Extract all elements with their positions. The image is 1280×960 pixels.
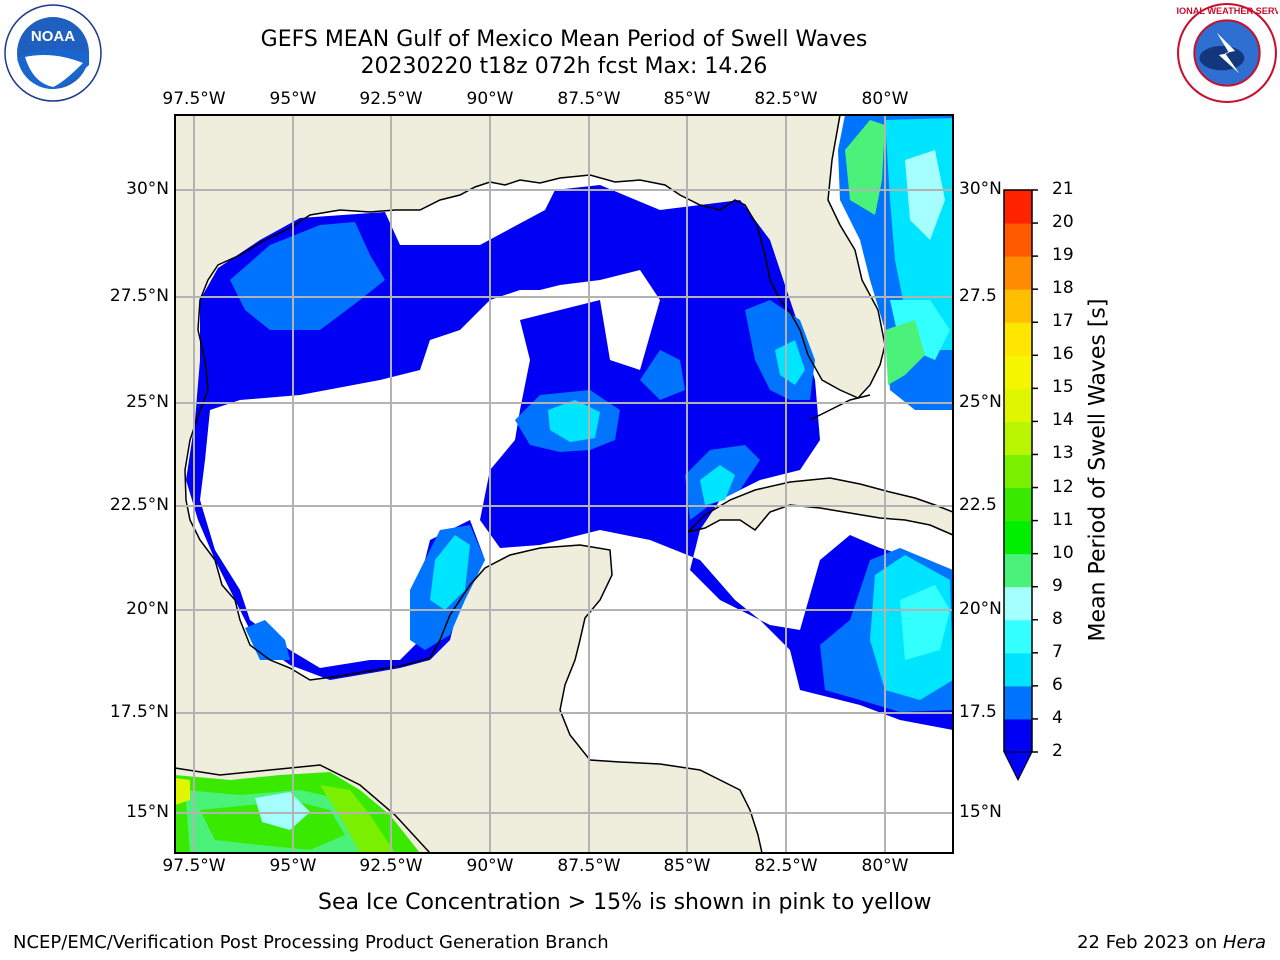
colorbar-swatch (1004, 652, 1032, 687)
lon-tick-label: 85°W (663, 89, 711, 109)
graticule (175, 115, 953, 853)
lon-tick-label: 82.5°W (754, 89, 818, 109)
lon-tick-label: 80°W (861, 89, 909, 109)
page-subtitle: 20230220 t18z 072h fcst Max: 14.26 (360, 54, 768, 79)
lon-tick-label: 90°W (466, 89, 514, 109)
lat-tick-label: 30°N (959, 179, 1002, 199)
lon-tick-label: 97.5°W (162, 89, 226, 109)
page-title: GEFS MEAN Gulf of Mexico Mean Period of … (260, 27, 868, 52)
colorbar-swatch (1004, 520, 1032, 555)
lat-tick-label: 20°N (959, 599, 1002, 619)
sea-ice-caption: Sea Ice Concentration > 15% is shown in … (318, 890, 932, 915)
colorbar-tick-label: 19 (1052, 245, 1074, 266)
footer-host: Hera (1222, 932, 1266, 953)
colorbar-tick-label: 10 (1052, 542, 1074, 563)
lon-tick-label: 90°W (466, 856, 514, 876)
colorbar-tick-label: 14 (1052, 410, 1074, 431)
footer-credit: NCEP/EMC/Verification Post Processing Pr… (13, 932, 609, 953)
colorbar-tick-label: 6 (1052, 674, 1063, 695)
colorbar-swatch (1004, 718, 1032, 753)
lat-tick-label: 25°N (959, 392, 1002, 412)
lat-tick-label: 17.5 (959, 702, 997, 722)
colorbar-swatch (1004, 619, 1032, 654)
lon-tick-label: 92.5°W (359, 856, 423, 876)
colorbar-tick-label: 15 (1052, 377, 1074, 398)
lat-tick-label: 22.5°N (109, 495, 169, 515)
colorbar-tick-label: 21 (1052, 179, 1074, 199)
lon-tick-label: 87.5°W (557, 856, 621, 876)
colorbar-tick-label: 17 (1052, 311, 1074, 332)
nws-logo-ring-text: NATIONAL WEATHER SERVICE (1176, 6, 1278, 16)
colorbar-swatch (1004, 223, 1032, 257)
noaa-logo-text: NOAA (31, 28, 75, 45)
colorbar-swatch (1004, 487, 1032, 522)
lat-tick-label: 15°N (126, 802, 169, 822)
colorbar-swatch (1004, 289, 1032, 323)
colorbar-tick-label: 2 (1052, 741, 1063, 761)
lat-tick-label: 20°N (126, 599, 169, 619)
lat-tick-label: 27.5°N (109, 286, 169, 306)
colorbar-swatch (1004, 685, 1032, 720)
colorbar-swatch (1004, 256, 1032, 290)
colorbar-tick-label: 16 (1052, 344, 1074, 365)
colorbar-tick-label: 12 (1052, 476, 1074, 497)
map-plot-area (175, 115, 953, 853)
colorbar-under-arrow (1003, 751, 1033, 782)
colorbar (1003, 189, 1038, 782)
lon-tick-label: 95°W (269, 89, 317, 109)
lon-tick-label: 87.5°W (557, 89, 621, 109)
colorbar-frame (1003, 189, 1033, 752)
footer-date: 22 Feb 2023 on Hera (1077, 932, 1266, 953)
lat-tick-label: 27.5 (959, 286, 997, 306)
colorbar-swatch (1004, 190, 1032, 224)
footer-date-text: 22 Feb 2023 on (1077, 932, 1223, 953)
lon-tick-label: 92.5°W (359, 89, 423, 109)
colorbar-tick-label: 4 (1052, 707, 1063, 728)
lat-tick-label: 15°N (959, 802, 1002, 822)
colorbar-tick-label: 8 (1052, 608, 1063, 629)
colorbar-swatch (1004, 421, 1032, 455)
lat-tick-label: 30°N (126, 179, 169, 199)
colorbar-swatch (1004, 586, 1032, 621)
colorbar-tick-label: 20 (1052, 212, 1074, 233)
lon-tick-label: 95°W (269, 856, 317, 876)
noaa-logo: NOAA (4, 4, 102, 102)
colorbar-tick-label: 11 (1052, 509, 1074, 530)
map-frame (174, 114, 954, 854)
colorbar-swatch (1004, 553, 1032, 588)
colorbar-tick-label: 18 (1052, 278, 1074, 299)
lat-tick-label: 25°N (126, 392, 169, 412)
lon-tick-label: 97.5°W (162, 856, 226, 876)
lon-tick-label: 85°W (663, 856, 711, 876)
colorbar-swatch (1004, 322, 1032, 356)
colorbar-swatch (1004, 454, 1032, 489)
colorbar-tick-label: 7 (1052, 641, 1063, 662)
lat-tick-label: 17.5°N (109, 702, 169, 722)
colorbar-tick-label: 13 (1052, 443, 1074, 464)
colorbar-swatch (1004, 355, 1032, 389)
colorbar-tick-label: 9 (1052, 575, 1063, 596)
lon-tick-label: 80°W (861, 856, 909, 876)
lat-tick-label: 22.5 (959, 495, 997, 515)
colorbar-label: Mean Period of Swell Waves [s] (1085, 298, 1111, 642)
lon-tick-label: 82.5°W (754, 856, 818, 876)
colorbar-swatch (1004, 388, 1032, 422)
nws-logo: NATIONAL WEATHER SERVICE (1176, 3, 1278, 103)
